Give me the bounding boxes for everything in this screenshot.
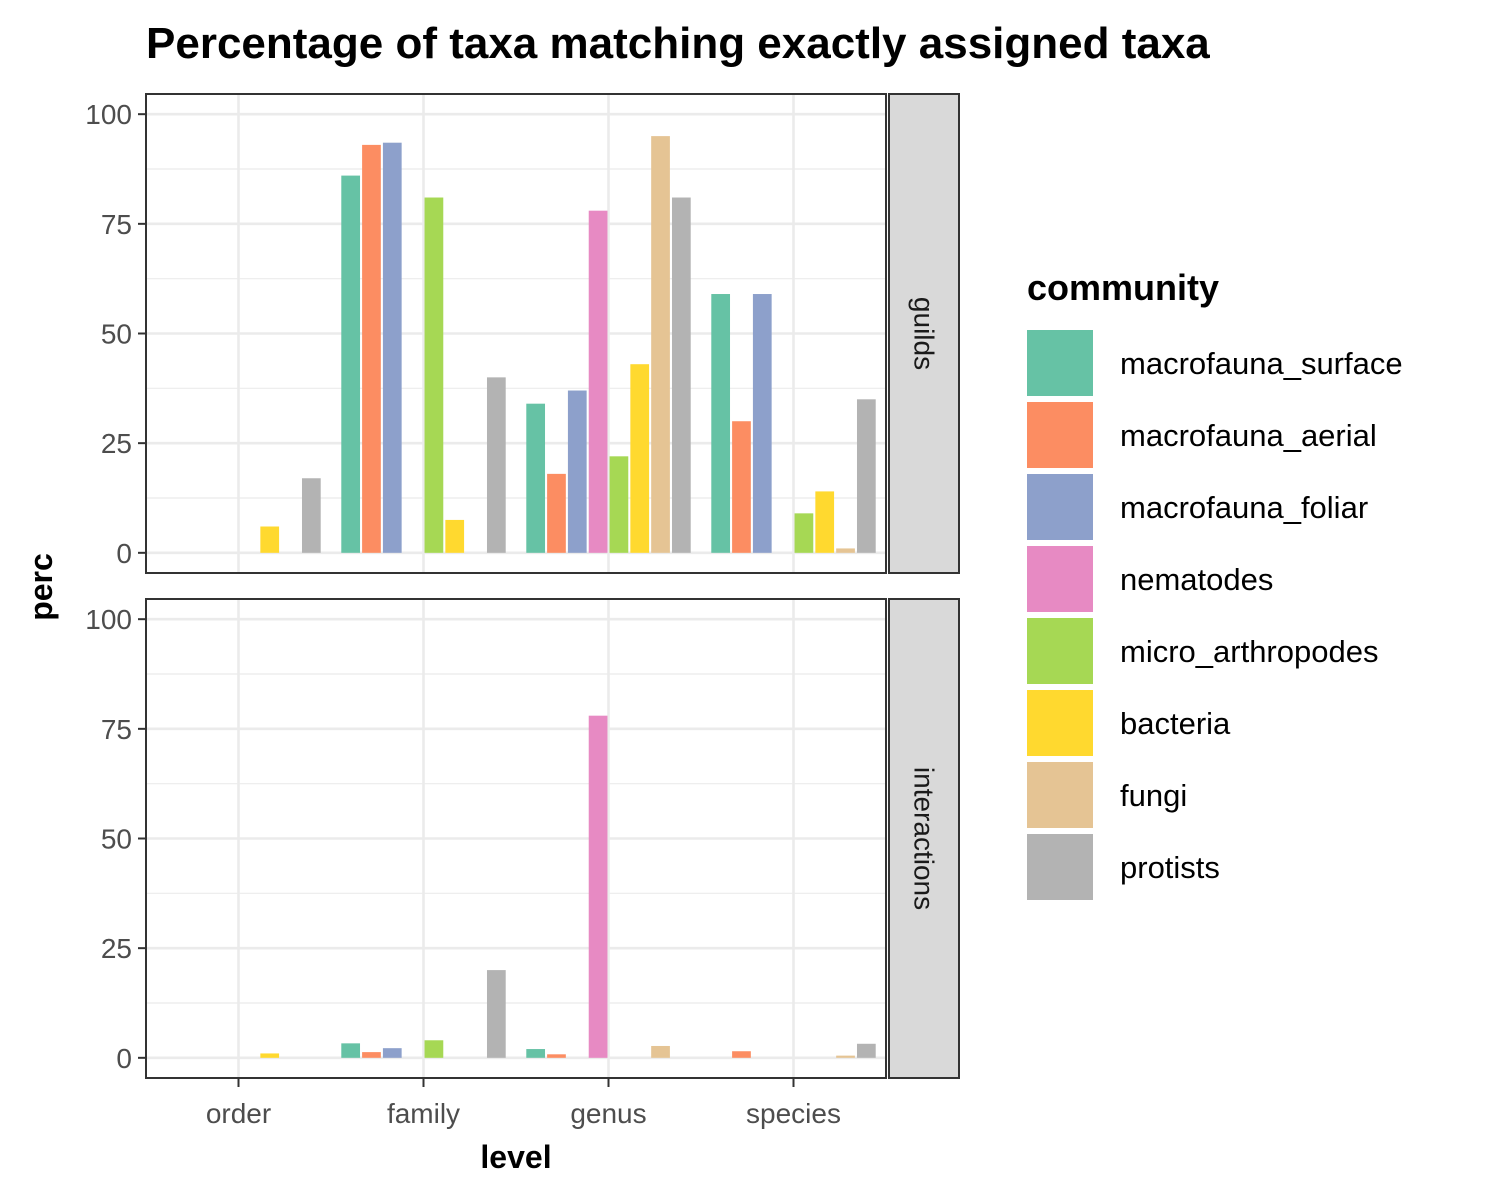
bar-interactions-genus-macrofauna-surface — [526, 1049, 546, 1058]
chart-title: Percentage of taxa matching exactly assi… — [146, 19, 1210, 68]
facet-panel-interactions: 0 25 50 75 100 interactions — [85, 598, 960, 1079]
bar-interactions-family-macrofauna-surface — [341, 1043, 361, 1058]
legend-title: community — [1027, 267, 1219, 308]
legend-label: bacteria — [1120, 706, 1231, 741]
y-tick-label: 25 — [101, 428, 132, 459]
bar-guilds-genus-micro-arthropodes — [609, 456, 629, 553]
facet-strip — [888, 598, 960, 1079]
y-tick-label: 75 — [101, 209, 132, 240]
legend-label: nematodes — [1120, 562, 1273, 597]
x-tick-label-order: order — [206, 1098, 271, 1129]
y-tick-label: 100 — [85, 604, 132, 635]
bar-guilds-family-macrofauna-aerial — [362, 144, 381, 553]
legend-label: macrofauna_surface — [1120, 346, 1403, 381]
x-tick-label-genus: genus — [570, 1098, 646, 1129]
legend-label: fungi — [1120, 778, 1187, 813]
bar-guilds-species-fungi — [836, 548, 855, 553]
facet-strip — [888, 93, 960, 574]
bar-interactions-species-fungi — [836, 1055, 855, 1058]
legend-key-swatch — [1027, 618, 1093, 684]
bar-interactions-family-micro-arthropodes — [424, 1040, 444, 1058]
bar-guilds-family-macrofauna-surface — [341, 175, 361, 553]
legend-label: protists — [1120, 850, 1220, 885]
bar-guilds-species-protists — [856, 399, 876, 553]
legend-key-swatch — [1027, 834, 1093, 900]
y-axis-title: perc — [23, 553, 59, 621]
legend-item-fungi: fungi — [1027, 762, 1187, 828]
legend-item-protists: protists — [1027, 834, 1220, 900]
y-tick-label: 0 — [116, 1043, 132, 1074]
bar-guilds-genus-macrofauna-surface — [526, 403, 546, 553]
bar-interactions-genus-nematodes — [588, 715, 608, 1058]
bar-guilds-family-macrofauna-foliar — [382, 142, 402, 553]
x-axis-title: level — [480, 1139, 551, 1175]
legend: community macrofauna_surface macrofauna_a… — [1027, 267, 1403, 900]
bar-guilds-genus-macrofauna-foliar — [567, 390, 587, 553]
facet-strip-label: interactions — [909, 767, 940, 910]
legend-key-swatch — [1027, 546, 1093, 612]
y-tick-label: 0 — [116, 538, 132, 569]
bar-guilds-family-protists — [486, 377, 506, 553]
bar-guilds-genus-fungi — [651, 136, 670, 553]
bar-guilds-order-protists — [301, 478, 321, 553]
legend-key-swatch — [1027, 402, 1093, 468]
bar-guilds-order-bacteria — [260, 526, 280, 553]
bar-interactions-genus-fungi — [651, 1045, 670, 1058]
y-tick-label: 100 — [85, 99, 132, 130]
bar-interactions-family-macrofauna-foliar — [382, 1048, 402, 1058]
legend-label: micro_arthropodes — [1120, 634, 1378, 669]
legend-item-macrofauna-aerial: macrofauna_aerial — [1027, 402, 1377, 468]
legend-label: macrofauna_foliar — [1120, 490, 1368, 525]
legend-key-swatch — [1027, 330, 1093, 396]
y-tick-label: 50 — [101, 319, 132, 350]
legend-key-swatch — [1027, 474, 1093, 540]
x-tick-label-species: species — [746, 1098, 841, 1129]
facet-panels: 0 25 50 75 100 guilds 0 25 50 75 100 interactions — [85, 93, 960, 1079]
bar-guilds-genus-macrofauna-aerial — [547, 473, 566, 553]
facet-panel-guilds: 0 25 50 75 100 guilds — [85, 93, 960, 574]
bar-interactions-family-macrofauna-aerial — [362, 1052, 381, 1058]
bar-guilds-species-macrofauna-aerial — [732, 421, 751, 553]
legend-item-macrofauna-surface: macrofauna_surface — [1027, 330, 1403, 396]
bar-interactions-species-protists — [856, 1043, 876, 1058]
legend-item-bacteria: bacteria — [1027, 690, 1231, 756]
bar-guilds-genus-bacteria — [630, 364, 650, 553]
facet-strip-label: guilds — [909, 297, 940, 370]
x-axis: order family genus species — [206, 1078, 841, 1129]
legend-item-nematodes: nematodes — [1027, 546, 1273, 612]
legend-item-macrofauna-foliar: macrofauna_foliar — [1027, 474, 1368, 540]
x-tick-label-family: family — [387, 1098, 460, 1129]
bar-guilds-genus-nematodes — [588, 210, 608, 553]
bar-interactions-order-bacteria — [260, 1053, 280, 1058]
bar-guilds-species-bacteria — [815, 491, 835, 553]
bar-interactions-species-macrofauna-aerial — [732, 1051, 751, 1058]
bar-guilds-genus-protists — [671, 197, 691, 553]
y-tick-label: 50 — [101, 824, 132, 855]
bar-interactions-genus-macrofauna-aerial — [547, 1054, 566, 1058]
bar-guilds-species-macrofauna-foliar — [752, 294, 772, 553]
bar-guilds-species-micro-arthropodes — [794, 513, 814, 553]
bar-interactions-family-protists — [486, 970, 506, 1058]
bar-guilds-species-macrofauna-surface — [711, 294, 731, 553]
y-tick-label: 75 — [101, 714, 132, 745]
bar-guilds-family-micro-arthropodes — [424, 197, 444, 553]
legend-label: macrofauna_aerial — [1120, 418, 1377, 453]
legend-items: macrofauna_surface macrofauna_aerialmacro… — [1027, 330, 1403, 900]
legend-key-swatch — [1027, 762, 1093, 828]
legend-key-swatch — [1027, 690, 1093, 756]
y-tick-label: 25 — [101, 933, 132, 964]
bar-guilds-family-bacteria — [445, 519, 465, 553]
legend-item-micro-arthropodes: micro_arthropodes — [1027, 618, 1378, 684]
